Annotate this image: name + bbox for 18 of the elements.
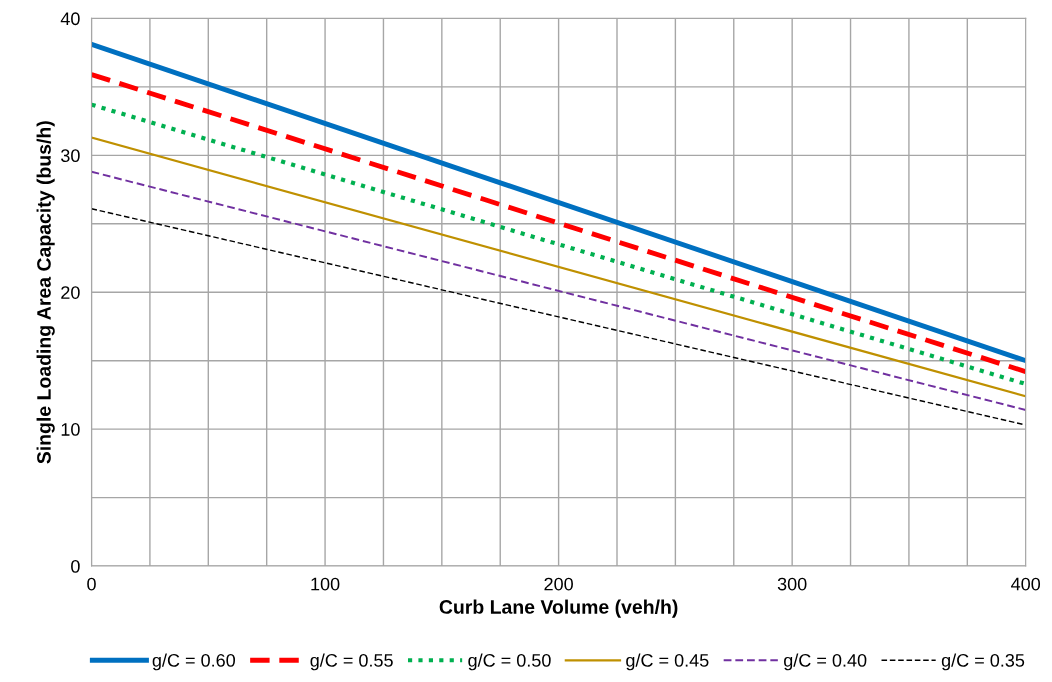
legend-label: g/C = 0.55 [310,653,393,671]
x-tick-label: 0 [87,577,96,591]
x-tick-label: 200 [544,577,573,591]
x-axis-title: Curb Lane Volume (veh/h) [439,599,678,618]
legend-label: g/C = 0.35 [941,653,1025,671]
legend-label: g/C = 0.45 [626,653,709,671]
y-tick-label: 0 [71,559,80,573]
legend-label: g/C = 0.40 [784,653,867,671]
y-tick-label: 10 [61,423,80,436]
x-tick-label: 400 [1011,577,1041,591]
legend-label: g/C = 0.60 [152,653,236,671]
legend-label: g/C = 0.50 [468,653,551,671]
y-tick-label: 40 [60,12,80,26]
y-tick-label: 20 [61,286,80,299]
y-axis-title: Single Loading Area Capacity (bus/h) [36,121,55,464]
y-tick-label: 30 [61,149,80,163]
x-tick-label: 100 [311,577,340,591]
x-tick-label: 300 [777,577,807,591]
